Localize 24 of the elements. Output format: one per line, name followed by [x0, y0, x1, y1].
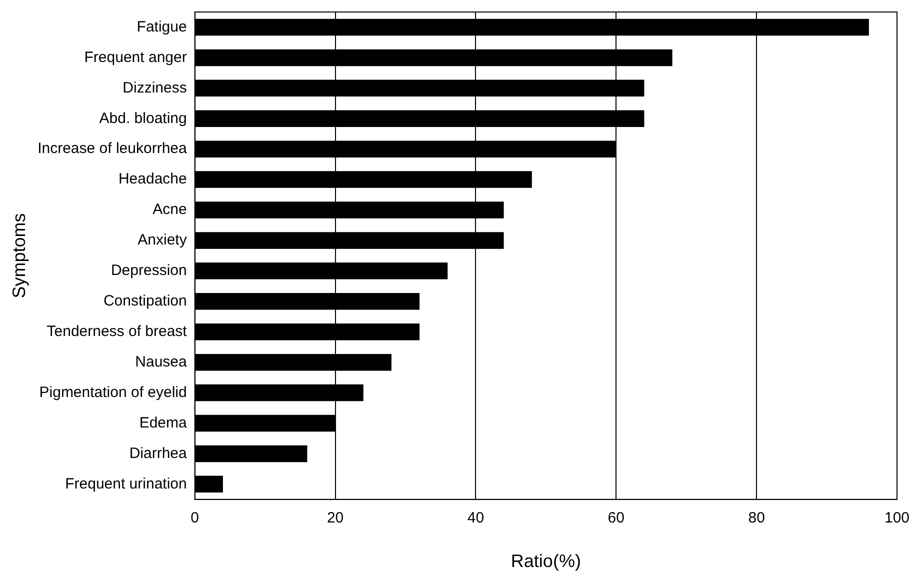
y-tick-label: Increase of leukorrhea	[38, 140, 188, 158]
y-tick-label: Pigmentation of eyelid	[39, 384, 187, 401]
y-tick-label: Depression	[110, 262, 187, 280]
y-tick-label: Diarrhea	[129, 444, 188, 462]
y-tick-label: Frequent urination	[65, 475, 187, 492]
x-tick-label: 100	[884, 510, 910, 527]
y-tick-label: Acne	[152, 201, 187, 218]
x-tick-label: 40	[467, 510, 484, 527]
y-tick-label: Tenderness of breast	[46, 322, 188, 340]
x-tick-label: 20	[326, 510, 344, 527]
x-tick-label: 60	[608, 510, 624, 527]
x-axis-title: Ratio(%)	[510, 551, 581, 572]
x-tick-label: 80	[748, 510, 765, 527]
y-tick-label: Edema	[139, 414, 188, 432]
x-tick-label: 0	[190, 510, 200, 527]
y-tick-label: Dizziness	[122, 79, 187, 96]
y-tick-label: Nausea	[135, 353, 188, 370]
y-tick-label: Headache	[118, 170, 187, 188]
y-tick-label: Fatigue	[136, 18, 187, 36]
y-tick-label: Frequent anger	[84, 48, 187, 66]
y-tick-label: Abd. bloating	[99, 110, 187, 127]
y-axis-title: Symptoms	[8, 213, 29, 298]
y-tick-label: Constipation	[103, 292, 187, 310]
y-tick-label: Anxiety	[138, 232, 188, 249]
